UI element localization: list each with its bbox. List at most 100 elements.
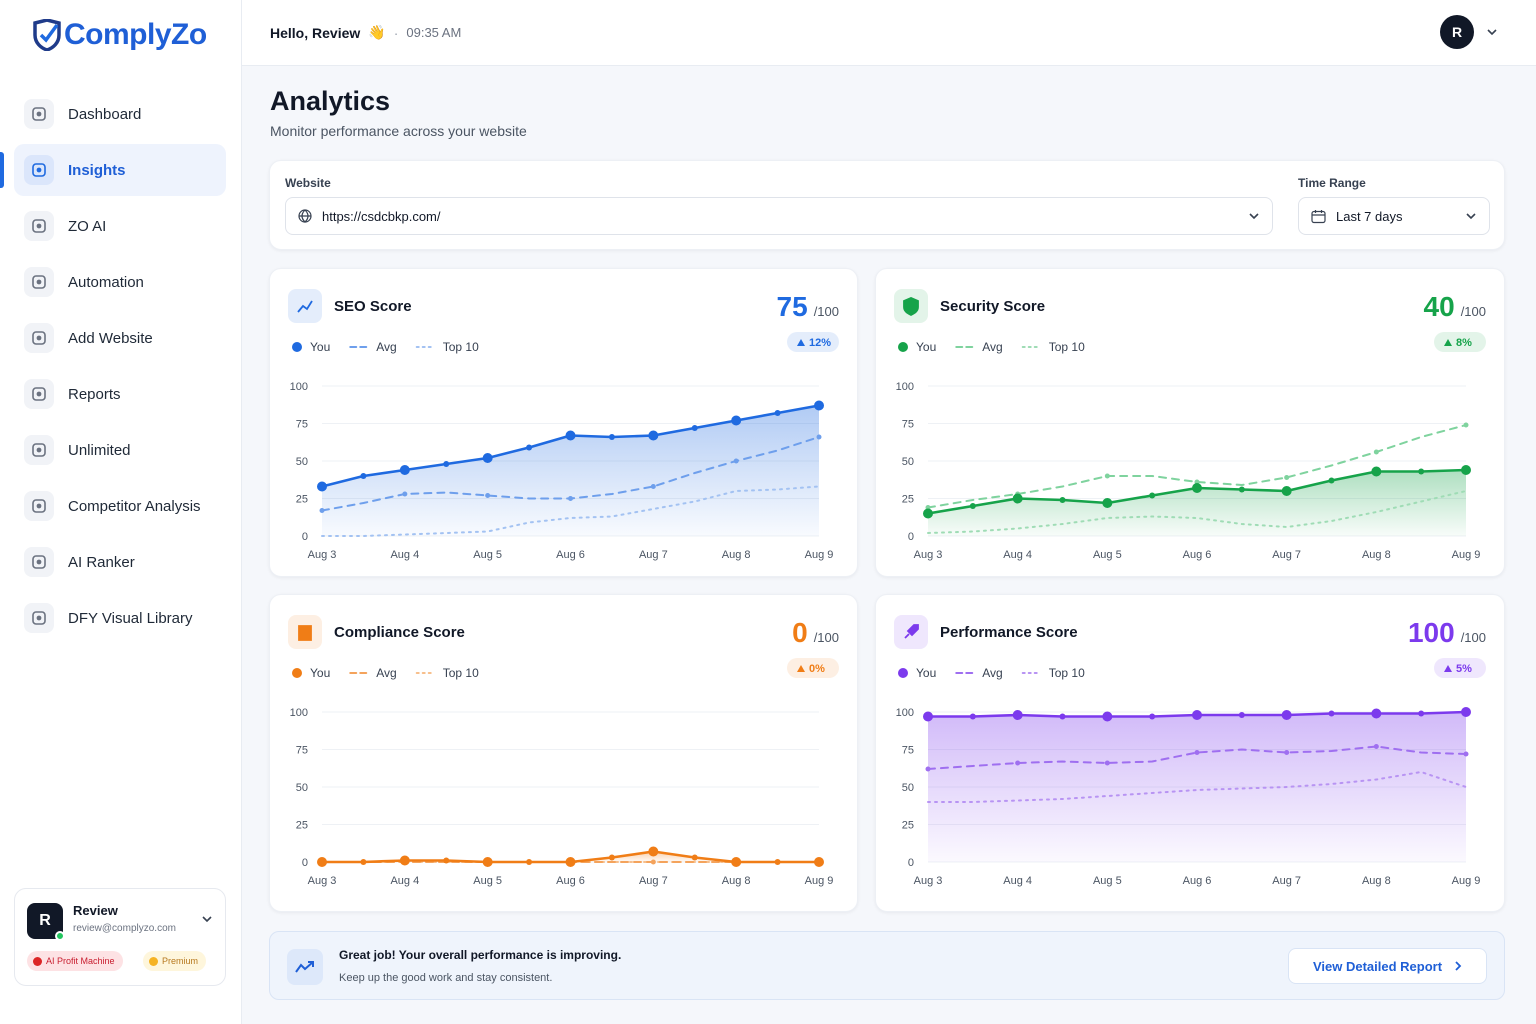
badge-text: AI Profit Machine xyxy=(46,956,115,966)
score: 75 xyxy=(777,291,808,322)
data-point xyxy=(648,430,659,441)
legend-marker xyxy=(292,342,302,352)
nav-icon xyxy=(24,491,54,521)
x-tick-label: Aug 8 xyxy=(1362,549,1391,561)
x-tick-label: Aug 6 xyxy=(556,549,585,561)
legend-label: Top 10 xyxy=(443,340,479,354)
nav-item[interactable]: Reports xyxy=(14,368,226,420)
time-label: Time Range xyxy=(1298,176,1366,190)
x-tick-label: Aug 5 xyxy=(1093,549,1122,561)
online-dot xyxy=(55,931,65,941)
icon-dot xyxy=(36,167,42,173)
data-point xyxy=(1284,750,1290,755)
report-button[interactable]: View Detailed Report xyxy=(1288,948,1487,984)
time-select[interactable]: Last 7 days xyxy=(1298,197,1490,235)
score-suffix: /100 xyxy=(814,304,839,319)
legend-label: You xyxy=(916,340,936,354)
data-point xyxy=(360,473,367,479)
data-point xyxy=(1194,750,1200,755)
nav-list: Dashboard Insights ZO AI Automation Add Webs… xyxy=(0,88,242,648)
legend-marker xyxy=(898,668,908,678)
icon xyxy=(32,555,46,569)
icon-shape xyxy=(32,611,46,625)
user-name: Review xyxy=(73,903,118,918)
nav-item[interactable]: Unlimited xyxy=(14,424,226,476)
x-tick-label: Aug 4 xyxy=(1003,549,1032,561)
data-point xyxy=(1371,708,1382,719)
icon-dot xyxy=(36,615,42,621)
data-point xyxy=(969,713,976,720)
card-icon xyxy=(904,624,919,639)
data-point xyxy=(1463,751,1469,757)
change-label: 8% xyxy=(1456,337,1472,349)
x-tick-label: Aug 3 xyxy=(914,549,943,561)
nav-icon xyxy=(24,603,54,633)
data-point xyxy=(774,859,781,865)
icon-shape xyxy=(32,163,46,177)
data-point xyxy=(1059,497,1066,503)
data-point xyxy=(1373,744,1379,749)
button-text: View Detailed Report xyxy=(1312,958,1443,974)
data-point xyxy=(399,855,410,866)
greeting: Hello, Review xyxy=(270,24,361,41)
chevron[interactable] xyxy=(1486,26,1498,38)
data-point xyxy=(733,458,739,464)
legend-label: You xyxy=(916,666,936,680)
icon-shape xyxy=(32,387,46,401)
time: 09:35 AM xyxy=(406,25,462,40)
change-pill xyxy=(787,658,839,678)
nav-item[interactable]: Automation xyxy=(14,256,226,308)
score: 0 xyxy=(792,617,808,648)
data-point xyxy=(1461,465,1471,475)
nav-item[interactable]: Dashboard xyxy=(14,88,226,140)
nav-label: AI Ranker xyxy=(68,553,135,571)
nav-label: Add Website xyxy=(68,329,153,347)
data-point xyxy=(648,846,659,857)
nav-item[interactable]: Insights xyxy=(0,144,226,196)
x-tick-label: Aug 5 xyxy=(473,549,502,561)
x-tick-label: Aug 8 xyxy=(722,875,751,887)
legend-marker xyxy=(898,342,908,352)
x-tick-label: Aug 3 xyxy=(308,549,337,561)
nav-item[interactable]: AI Ranker xyxy=(14,536,226,588)
data-point xyxy=(1012,710,1023,720)
chart-card: Security Score/100 40 8% You Avg Top 10 0 25 50 7… xyxy=(875,268,1505,577)
nav-icon xyxy=(24,211,54,241)
icon-dot xyxy=(36,279,42,285)
avatar[interactable]: R xyxy=(1440,15,1474,49)
icon-shape xyxy=(32,499,46,513)
logo[interactable]: ComplyZo xyxy=(32,18,207,52)
icon-shape xyxy=(32,107,46,121)
score-suffix: /100 xyxy=(1461,630,1486,645)
x-tick-label: Aug 5 xyxy=(473,875,502,887)
nav-item[interactable]: Competitor Analysis xyxy=(14,480,226,532)
nav-item[interactable]: DFY Visual Library xyxy=(14,592,226,644)
data-point xyxy=(1149,713,1156,720)
nav-item[interactable]: ZO AI xyxy=(14,200,226,252)
y-tick-label: 0 xyxy=(302,857,308,869)
x-tick-label: Aug 4 xyxy=(390,549,419,561)
nav-item[interactable]: Add Website xyxy=(14,312,226,364)
change-label: 12% xyxy=(809,337,831,349)
card-icon-bg xyxy=(288,289,322,323)
data-point xyxy=(526,859,533,865)
chart-card: Performance Score/100 100 5% You Avg Top 10 0 2… xyxy=(875,594,1505,912)
legend-label: You xyxy=(310,666,330,680)
data-point xyxy=(1104,473,1110,479)
data-point xyxy=(482,453,493,463)
data-point xyxy=(317,481,327,492)
nav-icon xyxy=(24,435,54,465)
chart: Compliance Score/100 0 0% You Avg Top 10 0 25 50… xyxy=(288,615,839,887)
data-point xyxy=(1192,483,1202,493)
website-select[interactable]: https://csdcbkp.com/ xyxy=(285,197,1273,235)
data-point xyxy=(485,493,491,498)
user-card[interactable]: R Review review@complyzo.com AI Profit M… xyxy=(14,888,226,986)
y-tick-label: 75 xyxy=(902,419,914,431)
data-point xyxy=(816,434,822,440)
change-arrow xyxy=(797,339,805,346)
badge-text: Premium xyxy=(162,956,199,966)
user-email: review@complyzo.com xyxy=(73,923,176,934)
globe-icon xyxy=(298,209,312,223)
data-point xyxy=(443,461,450,467)
separator: · xyxy=(393,24,399,41)
